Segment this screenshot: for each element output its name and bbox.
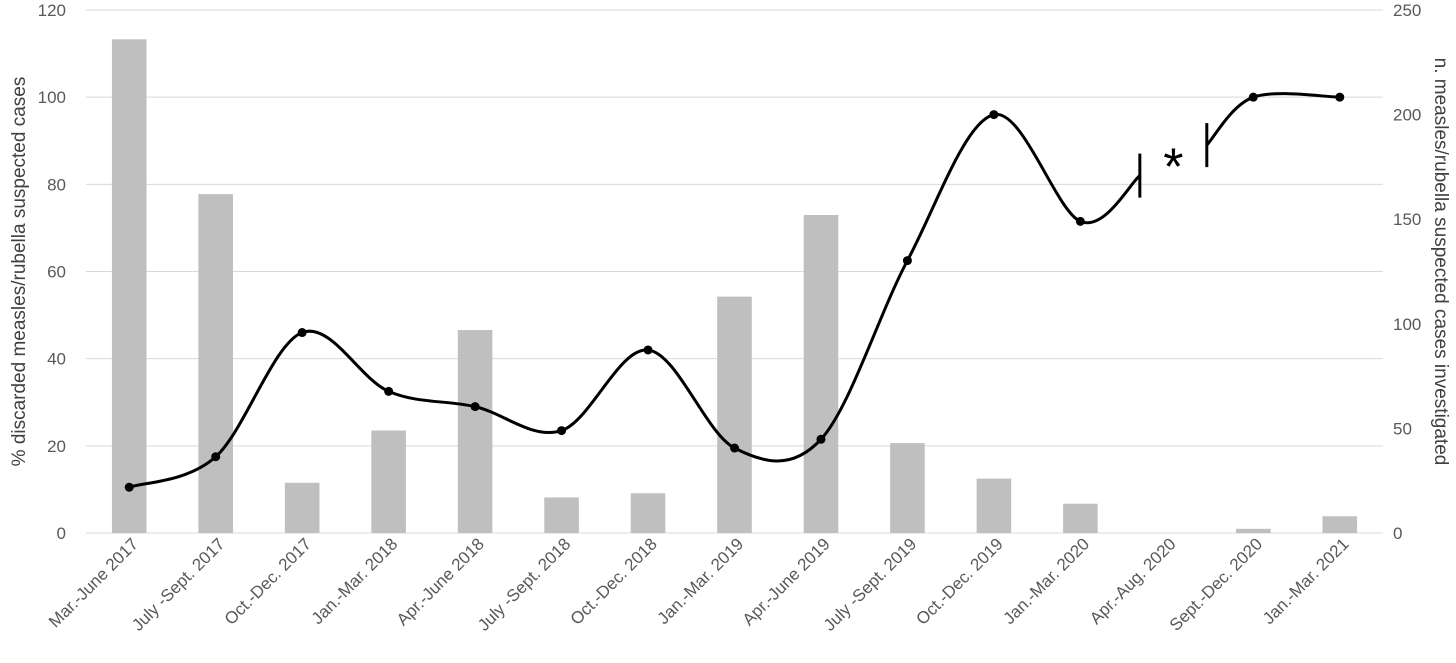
x-tick-label: Jan.-Mar. 2019 — [654, 534, 748, 628]
x-tick-label: Apr.-Aug. 2020 — [1086, 534, 1180, 628]
line-point — [730, 443, 739, 453]
line-point — [643, 345, 653, 355]
annotation-group: * — [1138, 123, 1209, 198]
x-tick-label: Jan.-Mar. 2020 — [1000, 534, 1094, 628]
right-y-axis-title: n. measles/rubella suspected cases inves… — [1430, 58, 1451, 466]
bar — [198, 194, 233, 533]
x-tick-label: Apr.-June 2019 — [739, 534, 834, 629]
line-point — [211, 452, 221, 462]
annotation-asterisk: * — [1163, 139, 1183, 197]
x-tick-label: July -Sept. 2019 — [820, 534, 920, 634]
left-y-tick-label: 120 — [38, 1, 66, 20]
x-tick-label: Apr.-June 2018 — [393, 534, 488, 629]
bar — [284, 482, 320, 533]
line-point — [557, 426, 567, 436]
left-y-axis-title: % discarded measles/rubella suspected ca… — [9, 77, 30, 467]
line-point — [297, 328, 307, 338]
bar — [457, 330, 493, 533]
x-tick-label: July -Sept. 2018 — [474, 534, 574, 634]
line-series-path — [128, 113, 1141, 489]
left-y-tick-label: 40 — [47, 350, 66, 369]
line-point — [1335, 92, 1345, 102]
line-point — [124, 482, 134, 492]
bar — [1236, 528, 1271, 533]
right-y-tick-label: 150 — [1393, 210, 1421, 229]
x-tick-label: July -Sept. 2017 — [128, 534, 228, 634]
x-tick-label: Oct.-Dec. 2018 — [567, 534, 661, 628]
bar — [717, 296, 752, 533]
left-y-tick-label: 20 — [47, 437, 66, 456]
right-y-tick-label: 50 — [1393, 419, 1412, 438]
x-tick-label: Oct.-Dec. 2017 — [221, 534, 315, 628]
right-y-tick-label: 100 — [1393, 315, 1421, 334]
line-point — [902, 256, 912, 266]
line-point — [384, 386, 394, 396]
bar — [371, 430, 406, 533]
bar — [890, 443, 925, 533]
left-y-tick-label: 0 — [57, 524, 66, 543]
right-y-tick-label: 200 — [1393, 106, 1421, 125]
line-point — [989, 110, 999, 120]
bar — [1063, 503, 1098, 533]
line-point — [816, 434, 826, 444]
bar — [1322, 516, 1358, 533]
bar — [630, 493, 666, 533]
x-tick-label: Sept.-Dec. 2020 — [1166, 534, 1266, 634]
bar — [976, 478, 1012, 533]
line-point — [470, 402, 480, 412]
x-tick-label: Mar.-June 2017 — [45, 534, 142, 631]
right-y-tick-label: 250 — [1393, 1, 1421, 20]
x-tick-label: Jan.-Mar. 2021 — [1259, 534, 1353, 628]
bar — [111, 39, 147, 534]
left-y-tick-label: 60 — [47, 263, 66, 282]
left-y-tick-label: 100 — [38, 88, 66, 107]
right-y-tick-label: 0 — [1393, 524, 1402, 543]
line-series-path — [1205, 92, 1340, 147]
line-point — [1248, 92, 1258, 102]
right-y-axis-ticks: 0 50 100 150 200 250 — [1393, 1, 1421, 543]
bar — [803, 215, 839, 534]
left-y-tick-label: 80 — [47, 175, 66, 194]
bar — [544, 497, 579, 533]
x-tick-label: Oct.-Dec. 2019 — [912, 534, 1006, 628]
bar-series — [111, 39, 1358, 534]
line-point — [1075, 216, 1085, 226]
left-y-axis-ticks: 0 20 40 60 80 100 120 — [38, 1, 66, 543]
line-series — [124, 92, 1345, 492]
x-tick-label: Jan.-Mar. 2018 — [308, 534, 402, 628]
